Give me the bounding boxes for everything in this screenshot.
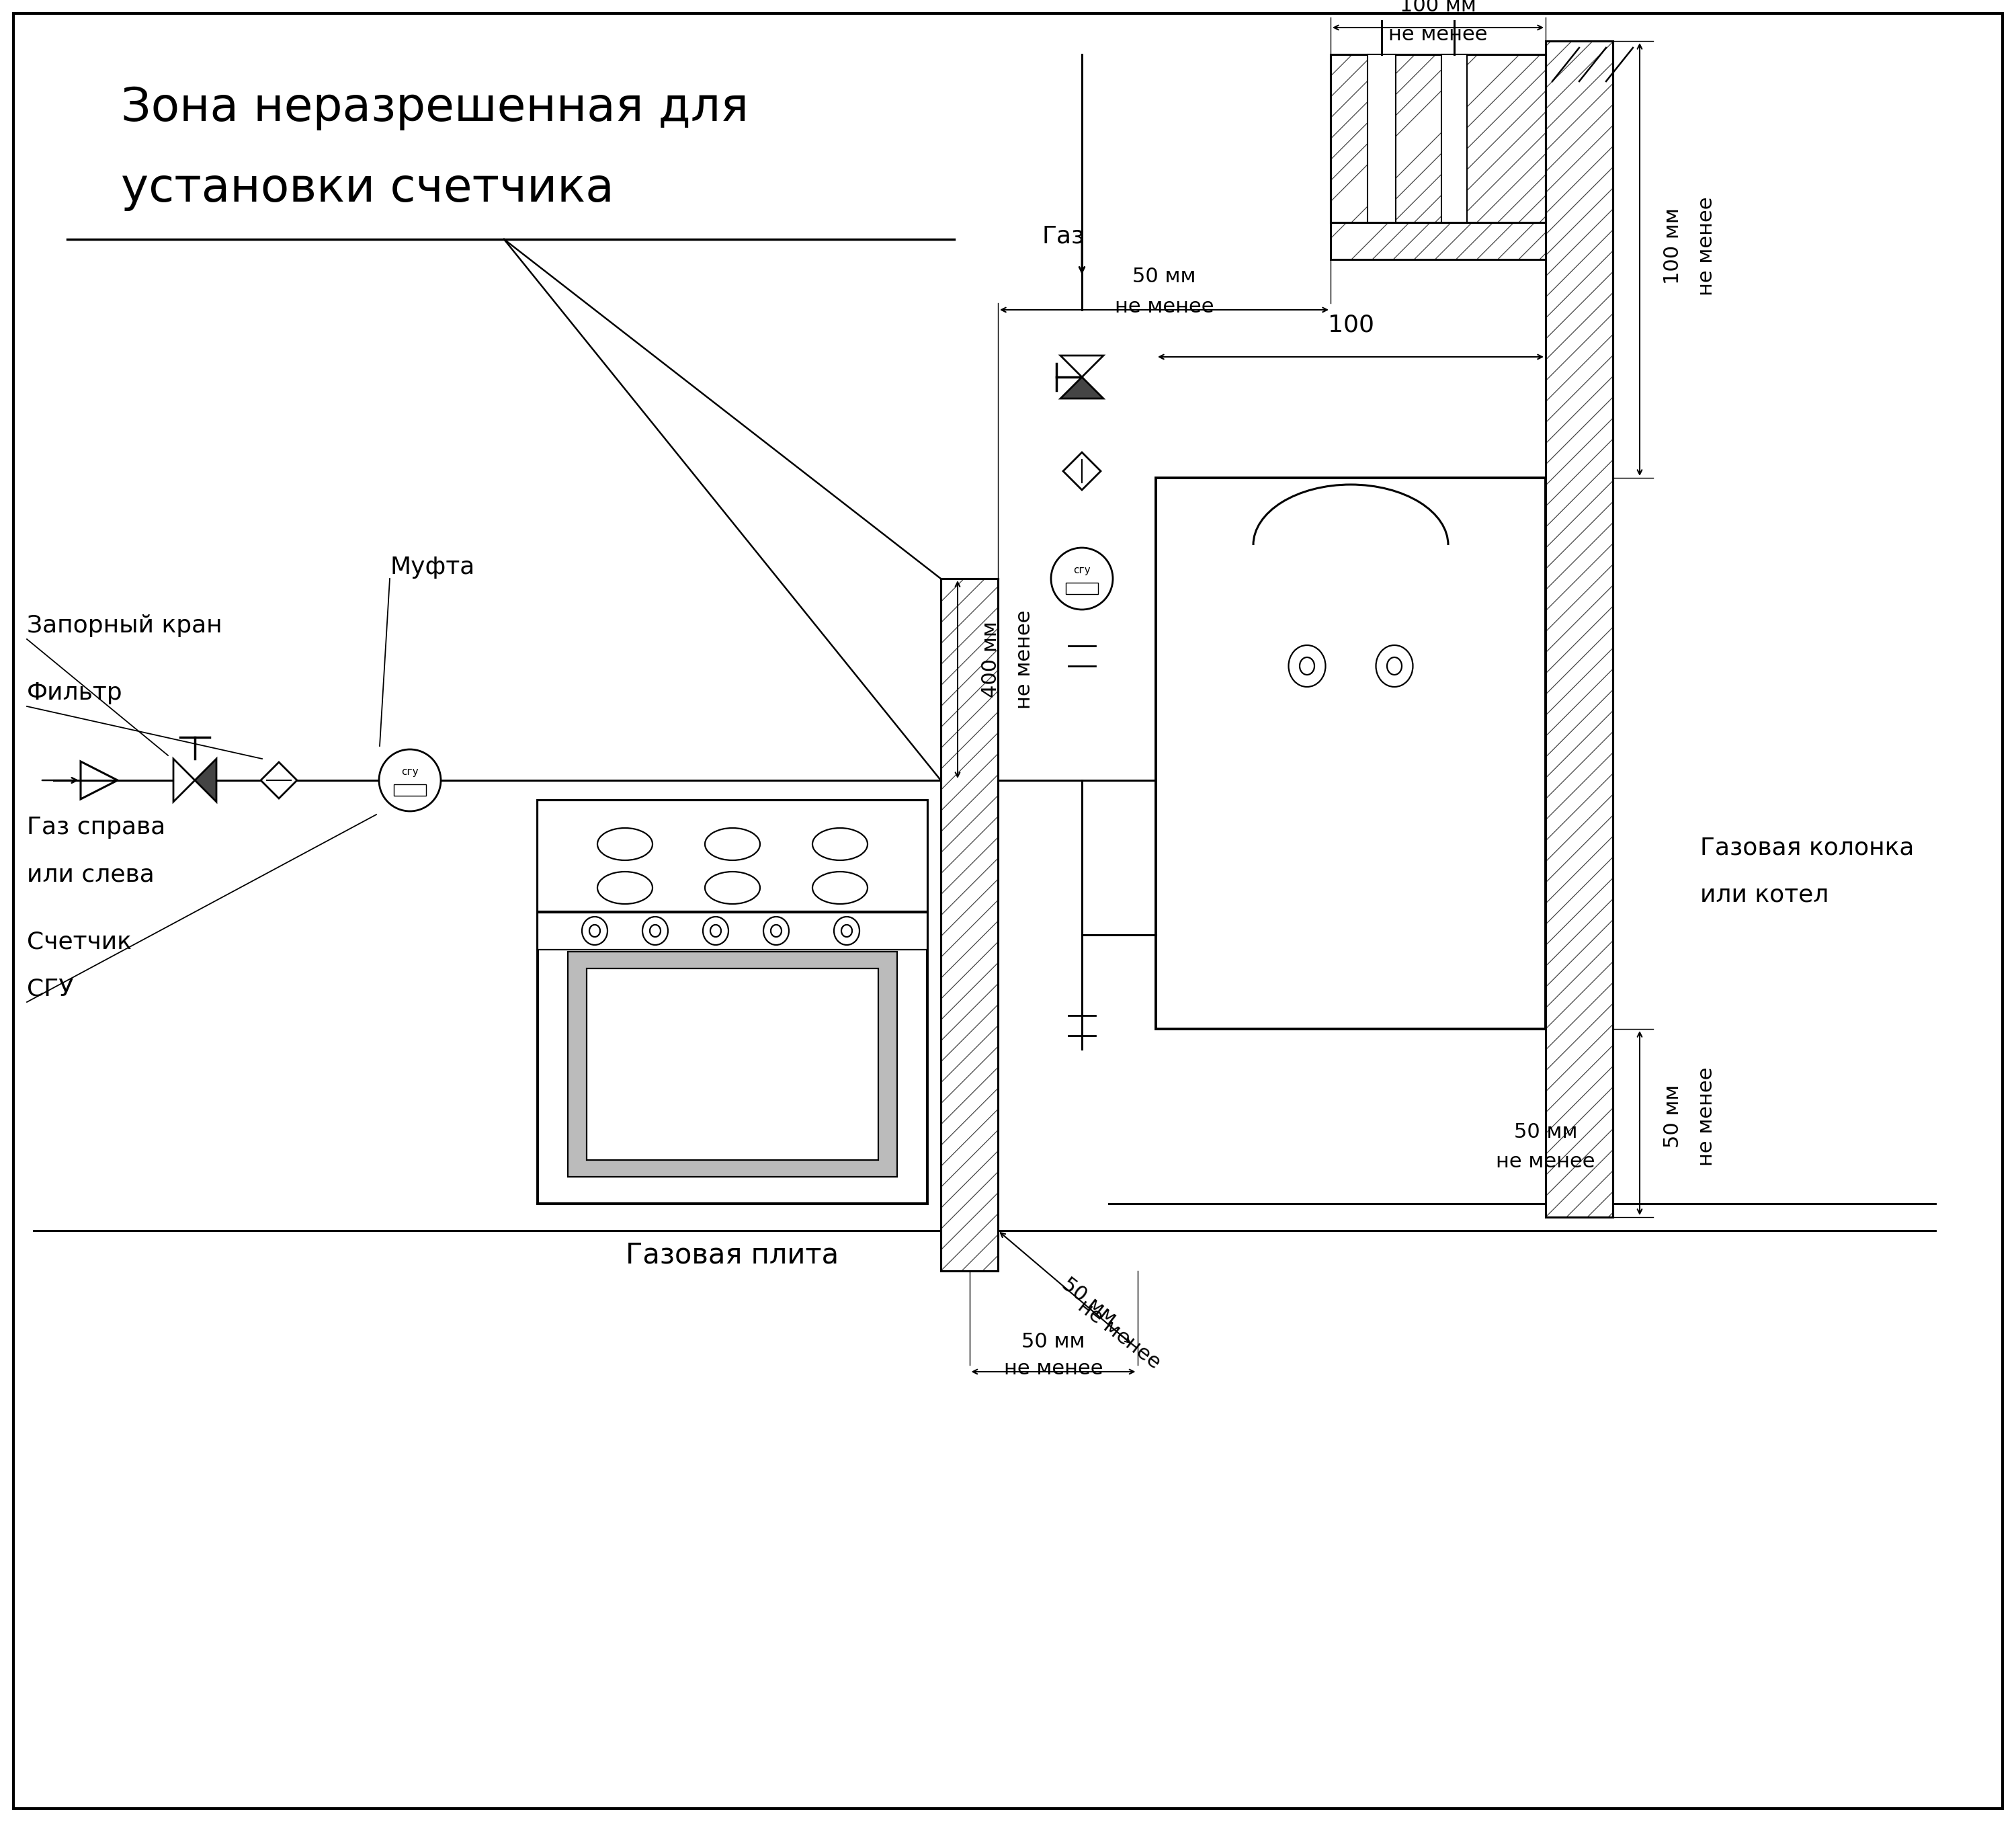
Circle shape [379, 749, 442, 811]
Bar [1155, 477, 1546, 1029]
Text: Фильтр: Фильтр [26, 681, 123, 705]
Bar [1367, 55, 1395, 222]
Text: установки счетчика: установки счетчика [121, 166, 615, 211]
Text: сгу: сгу [1073, 565, 1091, 576]
Bar [1331, 55, 1546, 222]
Text: не менее: не менее [1115, 297, 1214, 317]
Bar [941, 579, 998, 1272]
Polygon shape [260, 762, 296, 798]
Text: Счетчик: Счетчик [26, 931, 131, 953]
Text: не менее: не менее [1697, 1066, 1716, 1166]
Polygon shape [1060, 355, 1103, 377]
Bar [538, 913, 927, 949]
Polygon shape [196, 758, 216, 802]
Text: 100: 100 [1329, 313, 1375, 337]
Text: 50 мм: 50 мм [1133, 266, 1195, 286]
Text: или котел: или котел [1699, 884, 1829, 906]
Text: 50 мм: 50 мм [1514, 1122, 1577, 1142]
Bar [393, 783, 425, 796]
Text: 400 мм: 400 мм [982, 621, 1000, 698]
Text: Газ справа: Газ справа [26, 816, 165, 838]
Text: Муфта: Муфта [389, 556, 474, 579]
Bar [587, 969, 879, 1161]
Text: Газовая колонка: Газовая колонка [1699, 836, 1913, 858]
Text: Запорный кран: Запорный кран [26, 614, 222, 638]
Text: Газ: Газ [1042, 224, 1085, 248]
Bar [1546, 42, 1613, 1217]
Bar [941, 579, 998, 1272]
Bar [538, 800, 927, 911]
Text: 100: 100 [1329, 650, 1375, 672]
Text: СГУ: СГУ [26, 977, 73, 1000]
Bar [1331, 222, 1546, 259]
Bar [1441, 55, 1468, 222]
Text: 50 мм: 50 мм [1663, 1084, 1683, 1148]
Text: 100 мм: 100 мм [1399, 0, 1476, 15]
Text: не менее: не менее [1014, 610, 1034, 709]
Polygon shape [173, 758, 196, 802]
Polygon shape [1060, 377, 1103, 399]
Text: не менее: не менее [1389, 26, 1488, 44]
Text: сгу: сгу [401, 767, 419, 776]
Circle shape [1050, 548, 1113, 610]
Text: не менее: не менее [1697, 197, 1716, 295]
Text: 50 мм: 50 мм [1058, 1274, 1119, 1328]
Bar [1331, 222, 1546, 259]
Bar [1546, 42, 1613, 1217]
Polygon shape [1062, 452, 1101, 490]
Text: Зона неразрешенная для: Зона неразрешенная для [121, 86, 748, 131]
Text: или слева: или слева [26, 864, 155, 885]
Bar [538, 800, 927, 1204]
Text: не менее: не менее [1496, 1152, 1595, 1172]
Bar [1331, 55, 1546, 222]
Bar [569, 951, 897, 1177]
Text: Газовая плита: Газовая плита [625, 1241, 839, 1268]
Bar [1066, 583, 1099, 594]
Text: не менее: не менее [1075, 1297, 1163, 1374]
Text: 50 мм: 50 мм [1022, 1332, 1085, 1352]
Text: 100 мм: 100 мм [1663, 208, 1683, 284]
Text: не менее: не менее [1004, 1359, 1103, 1379]
